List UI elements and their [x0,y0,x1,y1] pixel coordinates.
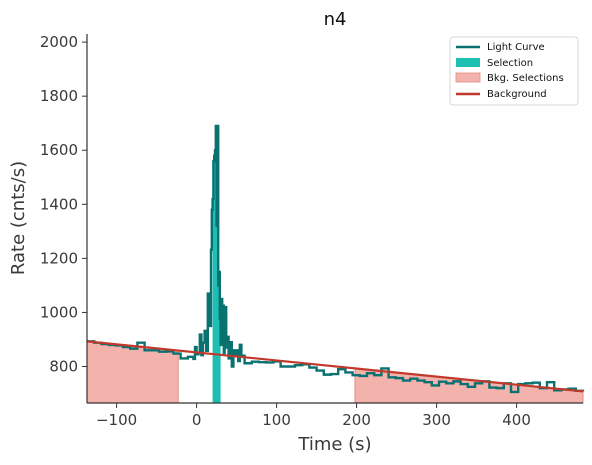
plot-area [86,124,585,404]
y-axis-ticks: 800 1000 1200 1400 1600 1800 2000 [40,33,87,376]
x-tick-label: 100 [262,411,291,429]
x-axis-ticks: −100 0 100 200 300 400 [96,403,531,429]
y-tick-label: 2000 [40,33,78,51]
y-axis-title: Rate (cnts/s) [8,161,29,275]
legend-label-selection: Selection [487,58,533,69]
x-axis-title: Time (s) [297,434,371,455]
legend-label-background: Background [487,89,547,100]
light-curve-series [87,124,585,394]
legend-label-bkg-selections: Bkg. Selections [487,73,564,84]
legend-swatch-selection [456,58,480,67]
y-tick-label: 1400 [40,195,78,213]
x-tick-label: 200 [342,411,371,429]
x-tick-label: −100 [96,411,137,429]
y-tick-label: 1600 [40,141,78,159]
chart-title: n4 [324,9,347,30]
x-tick-label: 300 [422,411,451,429]
x-tick-label: 400 [502,411,531,429]
legend-swatch-bkg-selections [455,72,481,83]
legend-label-light-curve: Light Curve [487,42,545,53]
y-tick-label: 1000 [40,303,78,321]
y-tick-label: 800 [49,358,78,376]
x-tick-label: 0 [192,411,202,429]
legend-box [449,36,579,106]
y-tick-label: 1800 [40,87,78,105]
y-tick-label: 1200 [40,249,78,267]
source-selection-region [212,125,221,403]
legend: Light Curve Selection Bkg. Selections Ba… [449,36,579,106]
background-fit-line [86,340,584,393]
